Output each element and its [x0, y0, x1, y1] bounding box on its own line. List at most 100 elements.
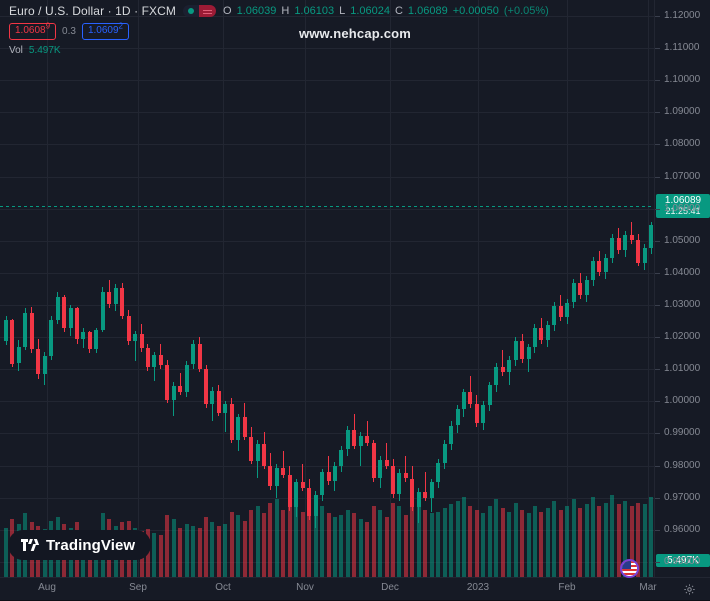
volume-bar [178, 527, 183, 578]
ohlc-low-key: L [339, 4, 346, 17]
price-axis-tick-dash [655, 530, 660, 531]
candle-body [642, 247, 647, 263]
candle-body [158, 354, 163, 366]
candle-body [268, 465, 273, 487]
candle-body [358, 436, 363, 446]
price-axis-tick: 1.04000 [664, 267, 701, 278]
candle-body [487, 385, 492, 406]
candle-body [416, 491, 421, 507]
settings-gear-icon[interactable] [683, 583, 696, 596]
volume-bar [294, 500, 299, 578]
data-source-toggle-icon[interactable] [183, 4, 217, 17]
candle-body [307, 488, 312, 517]
candle-body [371, 443, 376, 478]
candle-body [526, 347, 531, 359]
gridline-horizontal [0, 48, 655, 49]
volume-bar [507, 511, 512, 578]
price-axis-tick: 1.12000 [664, 10, 701, 21]
gridline-horizontal [0, 305, 655, 306]
candle-body [184, 364, 189, 392]
candle-body [294, 482, 299, 507]
gridline-horizontal [0, 337, 655, 338]
bid-price-button[interactable]: 1.06089 [9, 22, 57, 40]
price-axis-tick-dash [655, 369, 660, 370]
candle-body [107, 292, 112, 305]
price-axis-tick-dash [655, 80, 660, 81]
candle-body [423, 491, 428, 498]
candle-wick [302, 464, 304, 492]
candle-body [500, 366, 505, 372]
ask-price-sup: 2 [118, 21, 123, 31]
volume-bar [449, 504, 454, 578]
site-watermark: www.nehcap.com [298, 26, 412, 41]
volume-bar [191, 525, 196, 578]
candle-body [152, 354, 157, 367]
volume-bar [603, 502, 608, 578]
price-axis-tick-dash [655, 498, 660, 499]
symbol-title[interactable]: Euro / U.S. Dollar · 1D · FXCM [9, 3, 177, 18]
gridline-vertical [138, 0, 139, 578]
volume-bar [345, 509, 350, 578]
candle-body [461, 392, 466, 410]
candle-body [49, 319, 54, 357]
volume-bar [513, 502, 518, 578]
volume-bar [623, 500, 628, 578]
gridline-horizontal [0, 498, 655, 499]
price-axis-tick: 1.05000 [664, 235, 701, 246]
last-price-time: 21:25:41 [665, 206, 701, 216]
volume-bar [636, 502, 641, 578]
time-axis-tick: Feb [558, 582, 576, 593]
time-axis-tick: Oct [215, 582, 231, 593]
candle-body [571, 283, 576, 303]
time-axis-tick: Nov [296, 582, 314, 593]
price-axis-tick-dash [655, 401, 660, 402]
last-price-badge: 1.06089 21:25:41 [656, 194, 710, 218]
ask-price-button[interactable]: 1.06092 [81, 21, 129, 40]
candle-wick [405, 456, 407, 482]
candle-body [287, 475, 292, 507]
current-price-line [0, 206, 655, 207]
gridline-vertical [567, 0, 568, 578]
candle-wick [366, 420, 368, 447]
chart-plot-pane[interactable] [0, 0, 655, 578]
candle-body [326, 472, 331, 481]
candle-body [23, 313, 28, 348]
candle-body [126, 316, 131, 341]
volume-bar [545, 507, 550, 578]
volume-bar [461, 497, 466, 578]
volume-bar [274, 498, 279, 578]
gridline-vertical [478, 0, 479, 578]
chart-legend: Euro / U.S. Dollar · 1D · FXCM O 1.06039 … [9, 3, 549, 56]
price-axis-tick-dash [655, 305, 660, 306]
volume-legend-row[interactable]: Vol 5.497K [9, 45, 549, 56]
time-axis[interactable]: Aug Sep Oct Nov Dec 2023 Feb Mar [0, 577, 710, 600]
candle-body [558, 305, 563, 318]
candle-body [591, 260, 595, 280]
gridline-horizontal [0, 241, 655, 242]
time-axis-tick: 2023 [466, 582, 490, 593]
volume-bar [436, 511, 441, 578]
volume-bar [565, 506, 570, 578]
volume-legend-label: Vol [9, 45, 23, 56]
tradingview-brand-badge[interactable]: TradingView [8, 530, 152, 560]
volume-bar [4, 527, 8, 578]
gridline-horizontal [0, 209, 655, 210]
us-flag-icon[interactable] [620, 559, 639, 578]
volume-bar [597, 506, 602, 578]
volume-bar [326, 513, 331, 578]
volume-bar [616, 504, 621, 578]
volume-bar [532, 506, 537, 578]
candle-body [10, 319, 15, 364]
volume-bar [229, 511, 234, 578]
candle-body [133, 334, 137, 342]
price-axis-tick-dash [655, 209, 660, 210]
price-axis-tick: 1.10000 [664, 74, 701, 85]
candle-body [100, 292, 105, 331]
volume-bar [152, 533, 157, 578]
candle-wick [424, 472, 426, 501]
price-axis-tick: 1.09000 [664, 106, 701, 117]
price-axis-tick: 1.01000 [664, 363, 701, 374]
time-axis-tick: Dec [381, 582, 399, 593]
price-axis[interactable]: 1.06089 21:25:41 5.497K 1.12000 1.11000 1.… [654, 0, 710, 578]
volume-bar [642, 504, 647, 578]
